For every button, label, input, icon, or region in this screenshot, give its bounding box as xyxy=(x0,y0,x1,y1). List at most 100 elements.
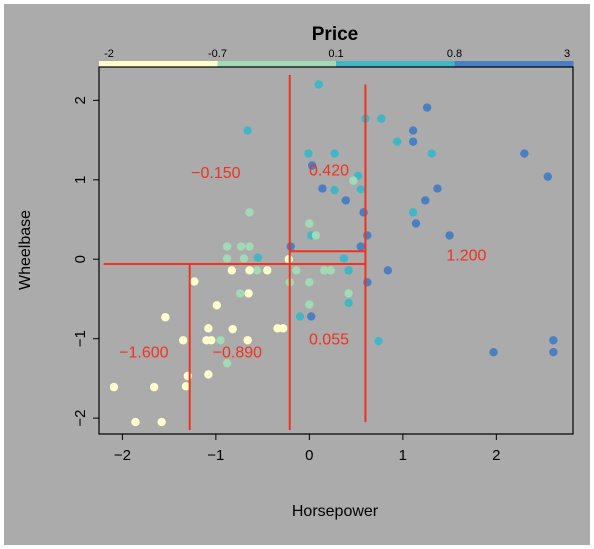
y-tick-label: 0 xyxy=(72,255,89,263)
data-point xyxy=(311,231,321,240)
data-point xyxy=(330,185,339,195)
data-point xyxy=(344,266,353,275)
data-point xyxy=(305,278,314,287)
data-point xyxy=(489,347,498,357)
data-point xyxy=(422,103,432,112)
y-tick-label: 2 xyxy=(72,96,89,104)
data-point xyxy=(161,313,170,322)
data-point xyxy=(245,208,254,217)
data-point xyxy=(252,266,262,275)
colorbar-segment xyxy=(217,61,337,67)
figure-background xyxy=(4,4,590,545)
colorbar-tick-label: -2 xyxy=(104,48,114,60)
colorbar-tick-label: -0.7 xyxy=(208,48,227,60)
data-point xyxy=(227,266,236,275)
data-point xyxy=(520,149,529,158)
region-label: −1.600 xyxy=(119,344,168,361)
x-axis-label: Horsepower xyxy=(292,503,379,520)
data-point xyxy=(222,359,232,368)
data-point xyxy=(307,312,316,321)
data-point xyxy=(204,370,213,379)
data-point xyxy=(433,184,442,193)
data-point xyxy=(236,242,246,251)
data-point xyxy=(344,289,353,298)
colorbar-segment xyxy=(99,61,218,67)
scatter-points xyxy=(109,80,558,427)
x-tick-label: 2 xyxy=(492,447,500,464)
data-point xyxy=(304,149,313,158)
data-point xyxy=(178,336,188,345)
data-point xyxy=(263,266,272,275)
data-point xyxy=(349,176,358,185)
data-point xyxy=(445,231,454,240)
data-point xyxy=(427,149,437,158)
data-point xyxy=(149,382,159,392)
region-labels: −0.150 0.420 1.200 0.055 −1.600 −0.890 xyxy=(119,162,486,361)
data-point xyxy=(330,149,339,158)
data-point xyxy=(549,347,558,357)
y-axis: −2 −1 0 1 2 xyxy=(72,96,99,427)
data-point xyxy=(421,196,430,205)
data-point xyxy=(549,336,558,345)
data-point xyxy=(157,417,166,427)
data-point xyxy=(363,278,372,287)
x-axis: −2 −1 0 1 2 xyxy=(114,434,501,464)
data-point xyxy=(243,336,252,345)
data-point xyxy=(253,253,263,262)
colorbar: -2 -0.7 0.1 0.8 3 xyxy=(99,48,574,67)
data-point xyxy=(278,324,288,333)
colorbar-segment xyxy=(336,61,455,67)
data-point xyxy=(235,289,245,298)
colorbar-tick-label: 0.8 xyxy=(447,48,462,60)
data-point xyxy=(305,300,314,309)
region-label: 0.055 xyxy=(309,332,349,349)
data-point xyxy=(320,266,329,275)
y-tick-label: −1 xyxy=(72,330,89,347)
data-point xyxy=(131,417,140,427)
data-point xyxy=(543,172,552,181)
data-point xyxy=(356,242,365,251)
x-tick-label: 0 xyxy=(305,447,313,464)
data-point xyxy=(228,324,237,334)
data-point xyxy=(344,298,353,308)
data-point xyxy=(341,196,351,205)
data-point xyxy=(206,336,216,345)
data-point xyxy=(190,277,199,286)
data-point xyxy=(383,266,393,275)
data-point xyxy=(314,80,323,89)
data-point xyxy=(243,126,252,135)
data-point xyxy=(222,254,232,263)
data-point xyxy=(318,184,327,193)
data-point xyxy=(363,231,372,240)
data-point xyxy=(245,266,254,275)
data-point xyxy=(295,312,305,321)
data-point xyxy=(244,289,253,298)
region-label: 1.200 xyxy=(446,247,486,264)
chart-title: Price xyxy=(312,24,358,45)
partition-lines xyxy=(103,74,367,431)
data-point xyxy=(109,382,119,392)
x-tick-label: −1 xyxy=(207,447,224,464)
y-axis-label: Wheelbase xyxy=(17,210,34,290)
data-point xyxy=(292,266,301,275)
data-point xyxy=(326,266,336,275)
data-point xyxy=(408,208,418,217)
data-point xyxy=(408,126,418,135)
colorbar-segment xyxy=(454,61,574,67)
x-tick-label: −2 xyxy=(114,447,131,464)
data-point xyxy=(307,161,317,170)
data-point xyxy=(239,254,249,263)
data-point xyxy=(305,219,314,228)
y-tick-label: −2 xyxy=(72,410,89,427)
data-point xyxy=(216,336,225,345)
data-point xyxy=(339,254,349,263)
data-point xyxy=(356,185,365,194)
data-point xyxy=(374,336,383,346)
data-point xyxy=(212,301,221,310)
data-point xyxy=(408,137,418,146)
data-point xyxy=(204,324,213,333)
data-point xyxy=(181,382,191,391)
region-label: −0.150 xyxy=(191,165,240,182)
data-point xyxy=(359,208,368,217)
